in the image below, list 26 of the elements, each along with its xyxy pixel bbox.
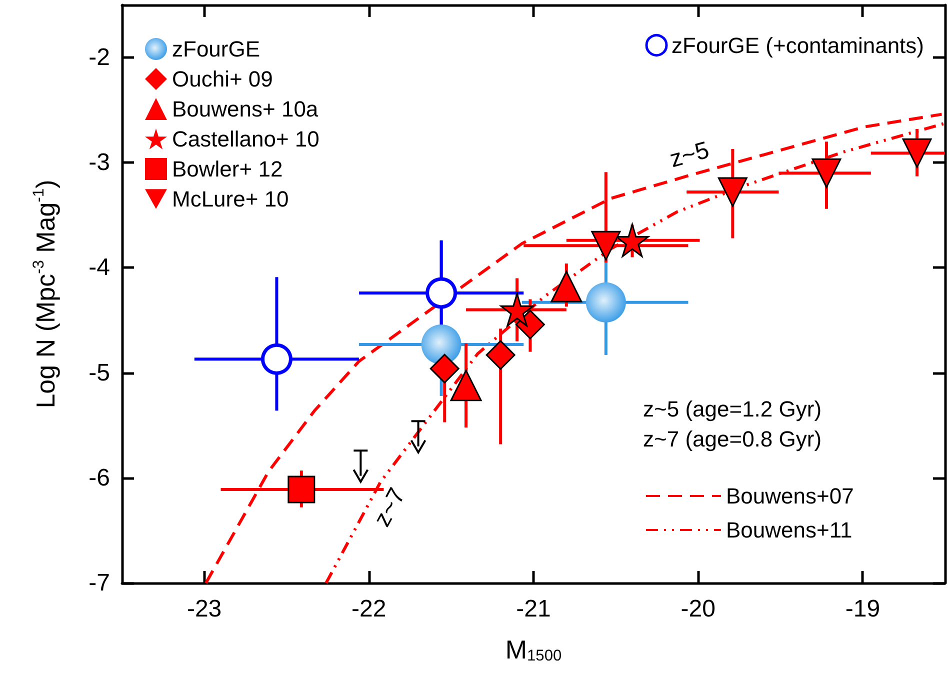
legend-label: Bouwens+07: [726, 484, 854, 508]
legend-label: zFourGE (+contaminants): [672, 32, 924, 58]
legend-label: zFourGE: [172, 36, 260, 62]
annotation: z~5 (age=1.2 Gyr): [643, 396, 822, 422]
legend-label: Bouwens+11: [726, 518, 852, 542]
legend-label: McLure+ 10: [172, 186, 289, 212]
y-tick-label: -7: [88, 570, 110, 596]
y-tick-label: -3: [88, 149, 110, 176]
x-tick-label: -19: [845, 596, 880, 622]
x-tick-label: -23: [186, 596, 222, 622]
x-tick-label: -20: [680, 596, 716, 622]
legend-label: Ouchi+ 09: [172, 66, 273, 92]
legend-label: Bouwens+ 10a: [172, 96, 319, 122]
legend-label: Bowler+ 12: [172, 156, 283, 182]
legend-label: Castellano+ 10: [172, 126, 320, 152]
annotation: z~5: [666, 136, 712, 174]
y-tick-label: -4: [88, 254, 110, 282]
x-tick-label: -22: [352, 596, 386, 622]
annotation: z~7: [368, 484, 412, 532]
y-tick-label: -6: [88, 464, 110, 492]
annotation: z~7 (age=0.8 Gyr): [643, 426, 822, 452]
y-tick-label: -2: [88, 44, 110, 72]
y-tick-label: -5: [88, 359, 110, 386]
x-axis-title: M1500: [505, 634, 562, 664]
x-tick-label: -21: [516, 596, 551, 622]
y-axis-title: Log N (Mpc-3 Mag-1): [30, 180, 60, 408]
